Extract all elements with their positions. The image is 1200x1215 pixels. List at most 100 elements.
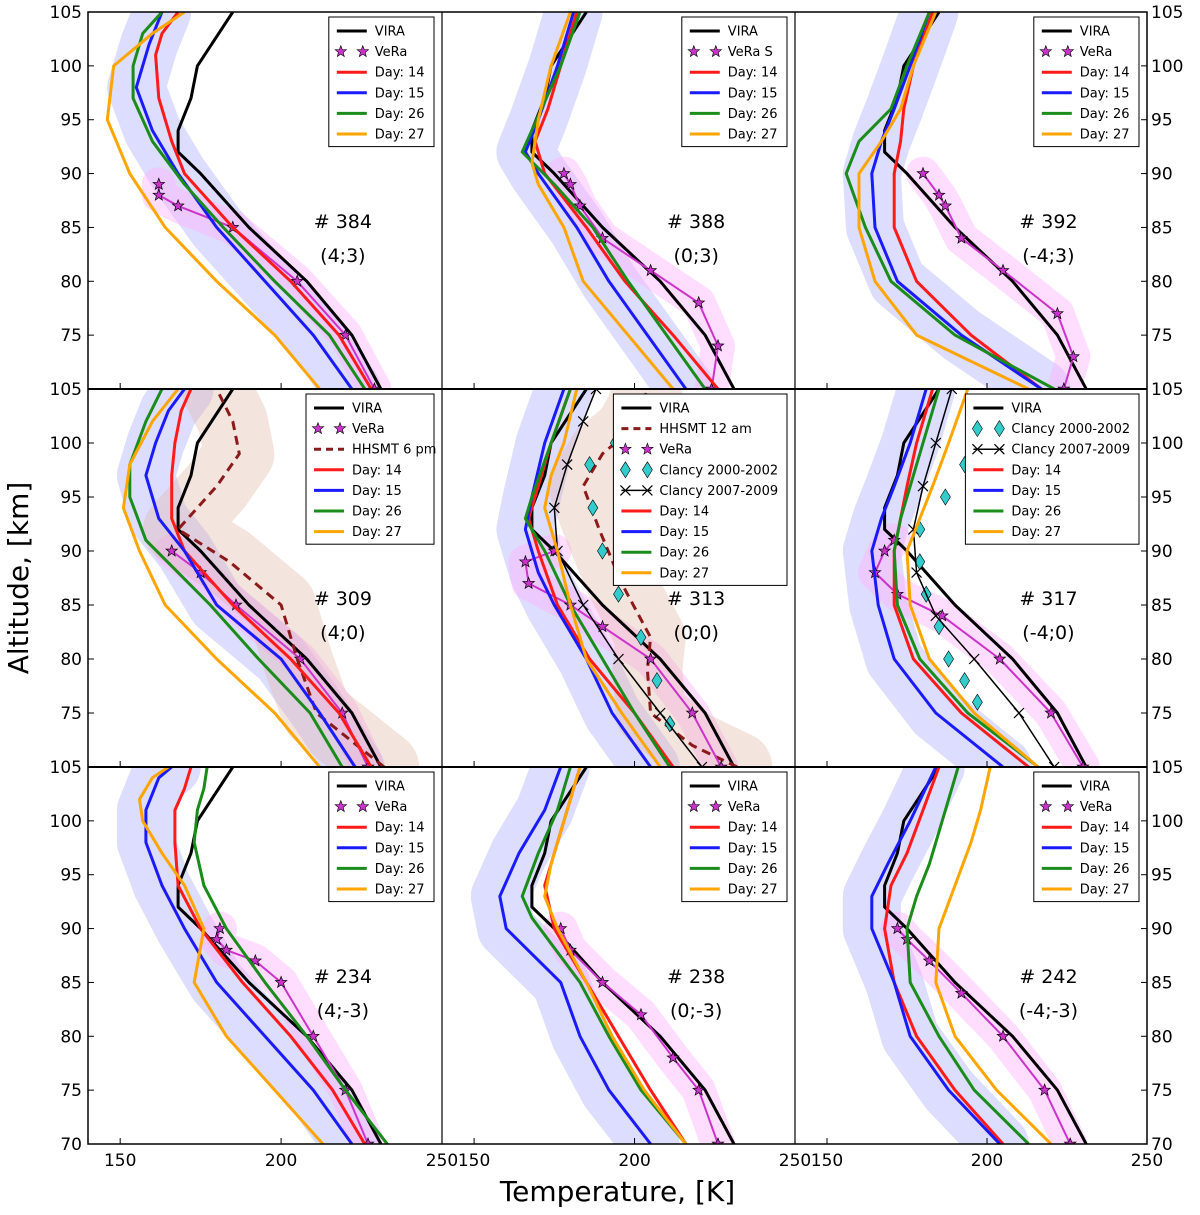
panel-313-series-day-15-line [523,389,652,767]
panel-242-series-day-27-line [934,767,1053,1144]
panel-317-plot-area [842,389,1100,767]
panel-313-legend-clancy-2007-2009-cross-1 [641,484,653,496]
panel-313-legend-hhsmt-12-am-text: HHSMT 12 am [659,422,751,437]
panel-313-series-clancy-2007-2009-marker-8 [590,389,602,395]
panel-234-legend-day-26-text: Day: 26 [375,862,425,877]
panel-242-legend-day-26-text: Day: 26 [1080,862,1130,877]
ytick-right-r0-80: 80 [1151,272,1173,292]
ytick-right-r1-80: 80 [1151,650,1173,670]
panel-384-legend-vera-text: VeRa [375,45,408,60]
panel-313-series-vera-marker-1 [685,706,699,719]
ytick-left-r1-75: 75 [60,704,82,724]
panel-238-legend-vera-text: VeRa [728,800,761,815]
panel-313-series-clancy-2007-2009-marker-7 [577,415,589,427]
panel-392-legend-day-27-text: Day: 27 [1080,128,1130,143]
outer-border [87,11,1148,1145]
x-axis-label: Temperature, [K] [499,1175,735,1208]
panel-238-plot-area [470,767,736,1144]
panel-309-legend-day-15-text: Day: 15 [352,484,402,499]
panel-313-legend-clancy-2007-2009-text: Clancy 2007-2009 [659,484,778,499]
panel-317-series-clancy-2000-2002-marker-0 [972,693,983,711]
panel-392-series-vera-marker-3 [996,263,1010,277]
panel-309-series-vira-line [176,389,383,767]
panel-309-legend-vira-text: VIRA [352,402,382,417]
panel-384-legend-vera-swatch-b [356,44,370,58]
panel-392-series-vera-marker-6 [932,188,946,201]
panel-317-series-clancy-2007-2009-marker-1 [1013,707,1025,719]
xtick-c2-250: 250 [1131,1151,1163,1171]
panel-309-legend: VIRA VeRa HHSMT 6 pm Day: 14 Day: 15 Day: 26 D… [305,393,436,545]
panel-317-series-clancy-2000-2002-marker-7 [940,488,951,506]
panel-234-legend-box [328,771,435,903]
panel-238-label: # 238 [667,966,725,988]
panel-388-series-vera-s-marker-5 [573,198,587,212]
panel-238: # 238 (0;-3) VIRA VeRa Day: 14 Day: 15 Day: 26… [470,767,788,1144]
panel-313-legend-clancy-2000-2002-text: Clancy 2000-2002 [659,463,778,478]
panel-313-series-clancy-2000-2002-marker-6 [584,456,595,474]
panel-317-legend-vira-text: VIRA [1011,402,1041,417]
panel-384-series-day-26-line [131,12,367,389]
panel-317-series-vera-marker-7 [887,533,901,546]
panel-384-series-vera-marker-5 [152,188,166,201]
panel-384-series-day-27-line [105,12,321,389]
panel-242-series-day-26-line [905,767,1030,1144]
xtick-c0-250: 250 [426,1151,458,1171]
panel-309-legend-day-27-text: Day: 27 [352,525,402,540]
panel-234-legend-vira-text: VIRA [375,780,405,795]
ytick-left-r0-100: 100 [50,57,82,77]
panel-309-legend-day-14-text: Day: 14 [352,463,402,478]
panel-242-series-vera-marker-6 [890,921,905,935]
panel-234-series-day-27-line [138,767,325,1144]
panel-238-series-vera-marker-2 [666,1050,680,1064]
panel-317-series-clancy-2007-2009-markers [907,389,1060,767]
panel-234-legend: VIRA VeRa Day: 14 Day: 15 Day: 26 Day: 27 [328,771,435,903]
panel-234-series-vera-marker-4 [248,953,263,967]
panel-384-series-vera-marker-2 [290,274,304,287]
panel-234-series-vera-marker-5 [219,943,234,956]
panel-234-series-day-14-line [173,767,367,1144]
ytick-left-r2-80: 80 [60,1027,82,1047]
ytick-left-r1-95: 95 [60,488,82,508]
panel-309-series-day-15-line [144,389,357,767]
panel-313-series-clancy-2000-2002-marker-1 [651,672,663,690]
panel-313-series-clancy-2007-2009-markers [548,389,708,767]
panel-313-series-vera-marker-2 [643,652,658,665]
ytick-left-r2-90: 90 [60,920,82,940]
panel-392-legend-box [1033,16,1140,148]
panel-392-plot-area [842,12,1091,389]
panel-317-legend-day-15-text: Day: 15 [1011,484,1061,499]
ytick-right-r2-100: 100 [1151,812,1183,832]
panel-392-legend-vira-text: VIRA [1080,25,1110,40]
panel-313-legend-vira-text: VIRA [659,402,689,417]
panel-309-legend-day-26-text: Day: 26 [352,505,402,520]
panel-238-series-vera-markers [554,921,725,1144]
panel-384-legend-vera-swatch-a [334,44,348,58]
panel-234-legend-vera-text: VeRa [375,800,408,815]
ytick-right-r0-75: 75 [1151,326,1173,346]
panel-234-plot-area [116,767,389,1144]
ytick-right-r2-75: 75 [1151,1081,1173,1101]
panel-392-legend-day-15-text: Day: 15 [1080,86,1130,101]
panel-317-legend-clancy-2007-2009-cross-0 [971,443,983,455]
panel-317-legend-day-26-text: Day: 26 [1011,505,1061,520]
ytick-right-r1-95: 95 [1151,488,1173,508]
panel-392-series-vera-marker-4 [954,231,969,244]
panel-309-legend-vera-text: VeRa [352,422,385,437]
panel-313-coords: (0;0) [673,622,718,644]
ytick-left-r1-70: 105 [50,758,82,778]
panel-238-legend-box [681,771,788,903]
ytick-left-r0-105: 105 [50,3,82,23]
ytick-left-r0-85: 85 [60,218,82,238]
panel-392-series-vera-marker-7 [916,166,930,180]
panel-388-legend-day-15-text: Day: 15 [728,86,778,101]
panel-242-legend-vera-swatch-a [1039,799,1053,813]
panel-242-legend-day-27-text: Day: 27 [1080,883,1130,898]
panel-313-series-clancy-2007-2009-marker-5 [548,502,560,514]
ytick-right-r0-85: 85 [1151,218,1173,238]
panel-309-legend-vera-swatch-b [333,421,347,435]
ytick-right-r1-75: 75 [1151,704,1173,724]
panel-317-series-clancy-2007-2009-marker-0 [1048,761,1060,767]
panel-313-series-clancy-2000-2002-marker-3 [613,585,624,603]
panel-238-series-day-15-line [498,767,652,1144]
